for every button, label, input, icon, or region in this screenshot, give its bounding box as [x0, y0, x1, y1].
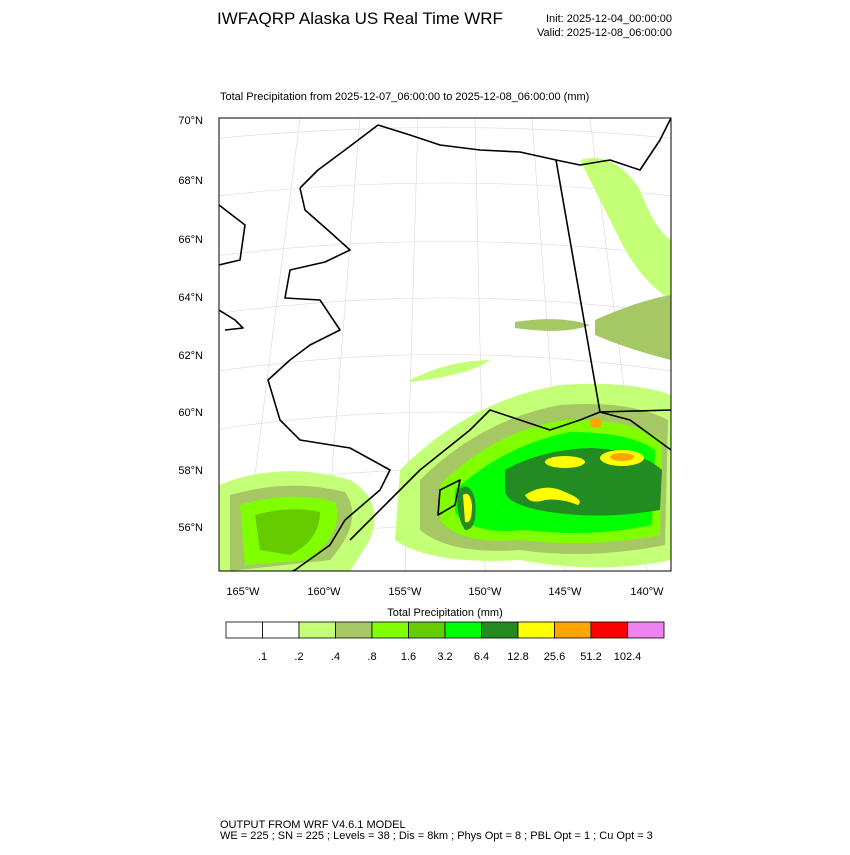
colorbar-box: [517, 621, 555, 639]
lon-label: 165°W: [226, 586, 260, 598]
colorbar-box: [225, 621, 263, 639]
colorbar-label: .8: [367, 651, 376, 663]
lat-label: 66°N: [178, 234, 203, 246]
lat-label: 70°N: [178, 115, 203, 127]
lat-label: 58°N: [178, 465, 203, 477]
init-time: Init: 2025-12-04_00:00:00: [546, 13, 672, 25]
colorbar-label: 51.2: [580, 651, 601, 663]
colorbar-box: [262, 621, 300, 639]
colorbar: .1 .2 .4 .8 1.6 3.2 6.4 12.8 25.6 51.2 102.4: [225, 621, 665, 663]
valid-time: Valid: 2025-12-08_06:00:00: [537, 27, 672, 39]
lon-label: 160°W: [307, 586, 341, 598]
colorbar-label: .1: [258, 651, 267, 663]
precipitation: [219, 158, 671, 571]
colorbar-box: [627, 621, 665, 639]
lat-label: 62°N: [178, 350, 203, 362]
colorbar-box: [371, 621, 409, 639]
colorbar-label: 3.2: [437, 651, 452, 663]
colorbar-box: [335, 621, 373, 639]
lat-label: 68°N: [178, 175, 203, 187]
map-subtitle: Total Precipitation from 2025-12-07_06:0…: [220, 91, 589, 103]
footer-line: WE = 225 ; SN = 225 ; Levels = 38 ; Dis …: [220, 830, 653, 842]
colorbar-box: [408, 621, 446, 639]
lon-labels: 165°W 160°W 155°W 150°W 145°W 140°W: [226, 586, 664, 598]
lon-label: 140°W: [630, 586, 664, 598]
colorbar-box: [444, 621, 482, 639]
colorbar-label: 1.6: [401, 651, 416, 663]
footer-line: OUTPUT FROM WRF V4.6.1 MODEL: [220, 819, 406, 831]
lat-labels: 70°N 68°N 66°N 64°N 62°N 60°N 58°N 56°N: [178, 115, 203, 534]
colorbar-box: [481, 621, 519, 639]
lat-label: 64°N: [178, 292, 203, 304]
colorbar-label: .4: [331, 651, 340, 663]
map-frame: [218, 117, 672, 572]
colorbar-label: 6.4: [474, 651, 489, 663]
title: IWFAQRP Alaska US Real Time WRF: [217, 9, 503, 28]
lon-label: 150°W: [468, 586, 502, 598]
colorbar-label: .2: [294, 651, 303, 663]
colorbar-box: [298, 621, 336, 639]
lat-label: 60°N: [178, 407, 203, 419]
map: [219, 118, 671, 571]
coastline: [219, 118, 671, 571]
colorbar-title: Total Precipitation (mm): [387, 607, 503, 619]
colorbar-label: 12.8: [507, 651, 528, 663]
colorbar-label: 102.4: [614, 651, 642, 663]
lon-label: 155°W: [388, 586, 422, 598]
colorbar-label: 25.6: [544, 651, 565, 663]
colorbar-box: [590, 621, 628, 639]
lat-label: 56°N: [178, 522, 203, 534]
lon-label: 145°W: [548, 586, 582, 598]
colorbar-box: [554, 621, 592, 639]
